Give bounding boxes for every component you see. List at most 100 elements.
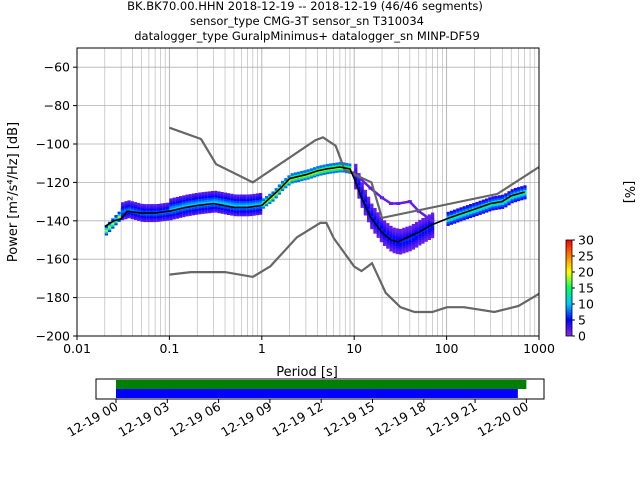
density-cell — [179, 215, 183, 218]
density-cell — [185, 208, 189, 211]
density-cell — [469, 213, 473, 217]
density-cell — [306, 169, 310, 172]
density-cell — [249, 198, 253, 201]
density-cell — [239, 202, 243, 205]
density-cell — [169, 204, 173, 207]
density-cell — [220, 199, 224, 203]
density-cell — [488, 199, 492, 202]
density-cell — [389, 243, 393, 246]
density-cell — [367, 204, 371, 207]
density-cell — [332, 168, 336, 172]
density-cell — [481, 209, 485, 212]
density-cell — [137, 204, 141, 208]
density-cell — [408, 225, 412, 229]
density-cell — [399, 240, 403, 243]
density-cell — [137, 212, 141, 216]
timeline-tick-label: 12-19 00 — [64, 399, 120, 440]
density-cell — [523, 196, 527, 200]
density-cell — [316, 168, 320, 171]
density-cell — [379, 226, 383, 229]
density-cell — [475, 205, 479, 209]
density-cell — [121, 202, 125, 205]
density-cell — [185, 211, 189, 215]
density-cell — [354, 186, 358, 190]
density-cell — [175, 212, 179, 215]
density-cell — [121, 209, 125, 213]
density-cell — [159, 218, 163, 222]
density-cell — [236, 211, 240, 215]
density-cell — [517, 187, 521, 190]
density-cell — [335, 164, 339, 168]
density-cell — [195, 198, 199, 202]
x-tick-label: 100 — [435, 341, 459, 356]
density-cell — [153, 219, 157, 223]
colorbar-tick-label: 10 — [578, 297, 594, 312]
density-cell — [399, 248, 403, 251]
density-cell — [431, 229, 435, 233]
density-cell — [137, 208, 141, 212]
density-cell — [198, 202, 202, 205]
density-cell — [411, 225, 415, 229]
density-cell — [220, 194, 224, 197]
density-cell — [373, 213, 377, 217]
density-cell — [431, 224, 435, 227]
y-tick-label: −200 — [36, 329, 70, 344]
density-cell — [271, 191, 275, 194]
density-cell — [427, 224, 431, 227]
density-cell — [169, 206, 173, 209]
density-cell — [408, 231, 412, 234]
density-cell — [395, 247, 399, 251]
density-cell — [255, 206, 259, 210]
density-cell — [446, 219, 450, 223]
density-cell — [217, 191, 221, 194]
density-cell — [124, 201, 128, 204]
density-cell — [124, 203, 128, 206]
density-cell — [373, 227, 377, 230]
density-cell — [427, 214, 431, 217]
density-cell — [367, 200, 371, 204]
density-cell — [149, 208, 154, 211]
density-cell — [156, 209, 160, 213]
density-cell — [297, 173, 301, 177]
density-cell — [249, 203, 253, 207]
density-cell — [243, 211, 247, 215]
density-cell — [348, 163, 352, 167]
density-cell — [379, 237, 383, 241]
density-cell — [427, 227, 431, 231]
density-cell — [395, 234, 399, 237]
density-cell — [418, 225, 422, 229]
density-cell — [252, 211, 256, 214]
plot-frame — [76, 47, 540, 337]
density-cell — [379, 233, 383, 237]
density-cell — [198, 198, 202, 201]
density-cell — [395, 243, 399, 247]
colorbar-gradient — [565, 239, 573, 337]
density-cell — [236, 200, 240, 203]
density-cell — [459, 215, 463, 218]
density-cell — [252, 213, 256, 216]
density-cell — [421, 219, 425, 223]
density-cell — [379, 220, 383, 223]
density-cell — [421, 227, 425, 231]
density-cell — [111, 218, 115, 221]
density-cell — [453, 221, 457, 224]
density-cell — [140, 215, 144, 218]
density-cell — [389, 237, 393, 240]
noise-models — [169, 126, 540, 314]
density-cell — [469, 211, 473, 215]
density-cell — [383, 243, 387, 246]
density-cell — [201, 211, 205, 214]
density-cell — [195, 202, 199, 206]
density-cell — [179, 205, 183, 209]
density-cell — [191, 197, 195, 200]
density-cell — [322, 170, 326, 173]
density-cell — [376, 214, 380, 217]
density-cell — [383, 241, 387, 245]
density-cell — [201, 196, 205, 199]
density-cell — [236, 213, 240, 217]
density-cell — [379, 218, 383, 222]
density-cell — [220, 197, 224, 201]
density-cell — [297, 177, 301, 180]
density-cell — [469, 215, 473, 219]
x-tick-label: 1 — [258, 341, 266, 356]
